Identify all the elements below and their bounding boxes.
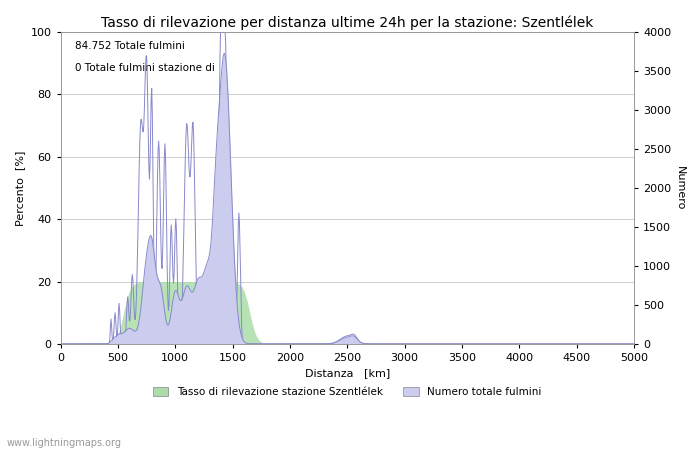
Text: 84.752 Totale fulmini: 84.752 Totale fulmini — [75, 41, 185, 51]
X-axis label: Distanza   [km]: Distanza [km] — [304, 369, 390, 378]
Y-axis label: Percento  [%]: Percento [%] — [15, 150, 25, 225]
Legend: Tasso di rilevazione stazione Szentlélek, Numero totale fulmini: Tasso di rilevazione stazione Szentlélek… — [148, 382, 546, 401]
Text: www.lightningmaps.org: www.lightningmaps.org — [7, 438, 122, 448]
Title: Tasso di rilevazione per distanza ultime 24h per la stazione: Szentlélek: Tasso di rilevazione per distanza ultime… — [101, 15, 594, 30]
Y-axis label: Numero: Numero — [675, 166, 685, 210]
Text: 0 Totale fulmini stazione di: 0 Totale fulmini stazione di — [75, 63, 215, 73]
